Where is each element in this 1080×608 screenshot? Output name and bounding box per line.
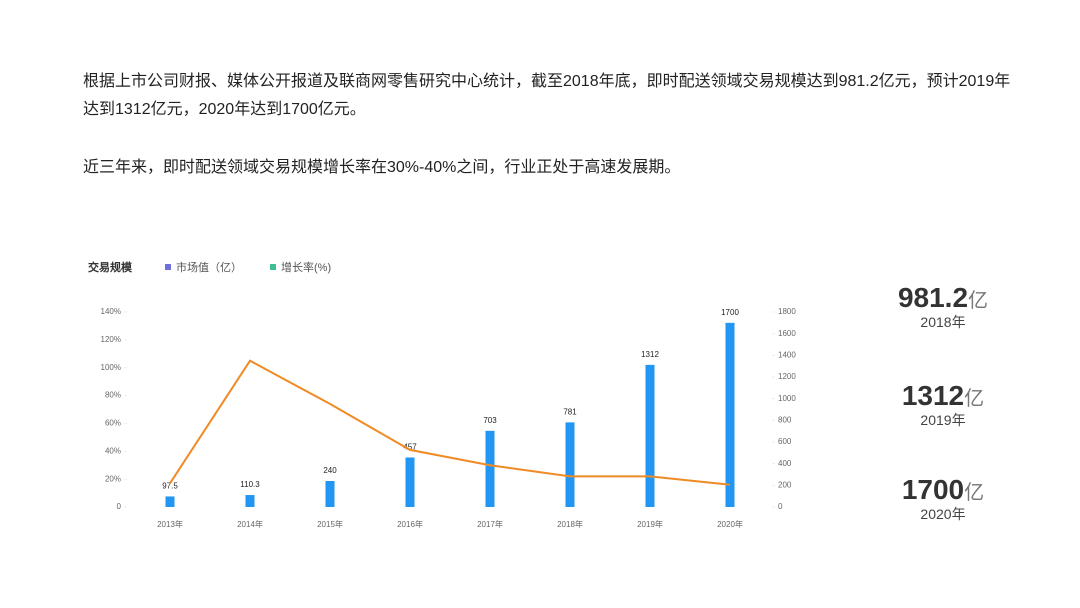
bar <box>405 457 415 507</box>
bar <box>725 322 735 507</box>
bar <box>245 495 255 507</box>
x-tick-label: 2016年 <box>397 519 423 529</box>
stat-year: 2018年 <box>920 314 966 330</box>
y-tick-label: 140% <box>101 307 121 316</box>
stat: 981.2亿 2018年 <box>868 282 1018 330</box>
bar <box>325 481 335 507</box>
stat-unit: 亿 <box>968 290 989 312</box>
stat-value: 1312 <box>901 380 965 411</box>
bar-label: 110.3 <box>240 480 260 489</box>
bar <box>565 422 575 507</box>
paragraph: 近三年来，即时配送领域交易规模增长率在30%-40%之间，行业正处于高速发展期。 <box>83 159 681 176</box>
stat-unit: 亿 <box>964 388 985 410</box>
y-tick-label: 0 <box>117 502 122 511</box>
y2-tick-label: 800 <box>778 415 792 424</box>
bar <box>645 364 655 507</box>
stat: 1312亿 2019年 <box>868 380 1018 428</box>
y-tick-label: 20% <box>105 474 121 483</box>
x-tick-label: 2020年 <box>717 519 743 529</box>
y-tick-label: 80% <box>105 391 121 400</box>
x-tick-label: 2014年 <box>237 519 263 529</box>
y-tick-label: 60% <box>105 419 121 428</box>
y2-tick-label: 1200 <box>778 372 796 381</box>
stat-value: 1700 <box>901 474 965 505</box>
bar-label: 97.5 <box>162 482 178 491</box>
y2-tick-label: 200 <box>778 480 792 489</box>
chart-title: 交易规模 <box>88 260 133 274</box>
x-tick-label: 2015年 <box>317 519 343 529</box>
y-tick-label: 100% <box>101 363 121 372</box>
stat: 1700亿 2020年 <box>868 474 1018 522</box>
bar <box>485 430 495 507</box>
stat-value: 981.2 <box>897 282 969 313</box>
y2-tick-label: 1000 <box>778 394 796 403</box>
x-tick-label: 2017年 <box>477 519 503 529</box>
y2-tick-label: 400 <box>778 459 792 468</box>
x-tick-label: 2013年 <box>157 519 183 529</box>
line-series <box>169 359 731 486</box>
bar-label: 240 <box>323 466 337 475</box>
legend-label: 市场值（亿） <box>176 260 242 274</box>
y2-tick-label: 1400 <box>778 350 796 359</box>
y2-tick-label: 1600 <box>778 329 796 338</box>
bar-label: 781 <box>563 408 577 417</box>
chart: 交易规模 0 20% 40% 60% 80% 100% 120% 140% 0 200 400 600… <box>88 260 796 529</box>
stat-year: 2019年 <box>920 412 966 428</box>
y-tick-label: 120% <box>101 335 121 344</box>
x-tick-label: 2019年 <box>637 519 663 529</box>
bar-label: 457 <box>403 443 417 452</box>
y2-tick-label: 1800 <box>778 307 796 316</box>
legend-marker <box>270 264 276 270</box>
stat-year: 2020年 <box>920 506 966 522</box>
y2-tick-label: 0 <box>778 502 783 511</box>
bar-label: 703 <box>483 416 497 425</box>
paragraph: 根据上市公司财报、媒体公开报道及联商网零售研究中心统计，截至2018年底，即时配… <box>83 73 1011 118</box>
x-tick-label: 2018年 <box>557 519 583 529</box>
bar <box>165 496 175 507</box>
bar-label: 1312 <box>641 350 659 359</box>
legend-label: 增长率(%) <box>281 260 331 274</box>
y2-tick-label: 600 <box>778 437 792 446</box>
bar-label: 1700 <box>721 308 739 317</box>
stat-unit: 亿 <box>964 482 985 504</box>
y-tick-label: 40% <box>105 446 121 455</box>
legend-marker <box>165 264 171 270</box>
